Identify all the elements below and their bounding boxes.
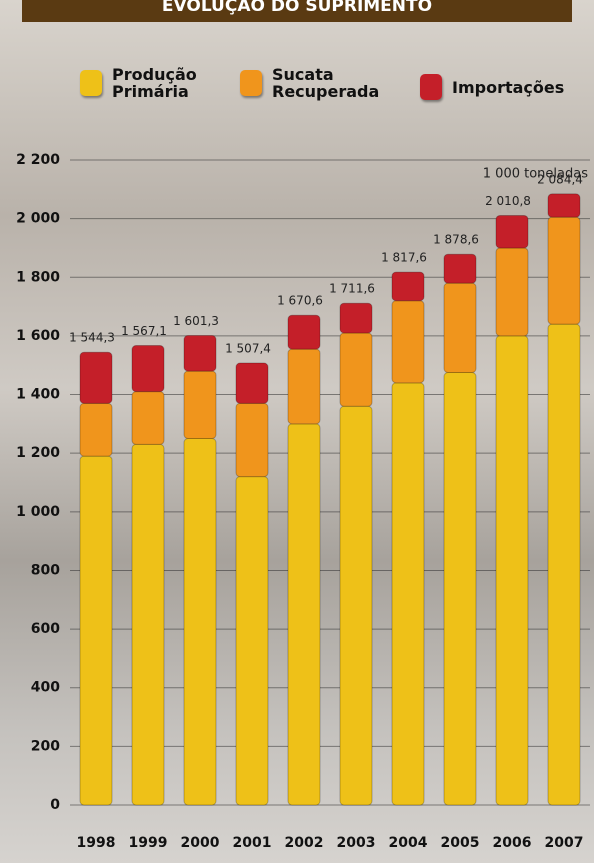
y-tick-label: 2 200	[16, 152, 60, 168]
y-tick-label: 1 200	[16, 445, 60, 461]
x-tick-label: 2001	[233, 835, 272, 851]
bar-segment	[547, 193, 581, 218]
y-tick-label: 0	[50, 797, 60, 813]
unit-label: 1 000 toneladas	[483, 167, 588, 182]
bar-segment	[287, 423, 321, 806]
total-label: 2 084,4	[537, 172, 583, 186]
y-tick-label: 2 000	[16, 211, 60, 227]
x-tick-label: 1999	[129, 835, 168, 851]
bar-segment	[443, 253, 477, 284]
y-tick-label: 1 800	[16, 269, 60, 285]
total-label: 1 601,3	[173, 314, 219, 328]
legend-swatch	[420, 74, 442, 100]
x-tick-label: 2007	[545, 835, 584, 851]
bar-segment	[79, 351, 113, 404]
total-label: 1 817,6	[381, 251, 427, 265]
legend-label: Importações	[452, 77, 565, 97]
x-tick-label: 2002	[285, 835, 324, 851]
total-label: 1 567,1	[121, 324, 167, 338]
bar-segment	[287, 348, 321, 425]
x-tick-label: 1998	[77, 835, 116, 851]
x-tick-label: 2004	[389, 835, 428, 851]
total-label: 1 544,3	[69, 331, 115, 345]
legend-item: Sucata Recuperada	[240, 65, 380, 101]
bar-segment	[339, 405, 373, 806]
total-label: 1 711,6	[329, 282, 375, 296]
bar-segment	[235, 362, 269, 404]
bar-segment	[287, 314, 321, 350]
bar-segment	[183, 370, 217, 440]
bar-segment	[547, 323, 581, 806]
bar-segment	[495, 247, 529, 337]
bar-segment	[443, 282, 477, 374]
bar-segment	[339, 302, 373, 334]
legend-swatch	[80, 70, 102, 96]
legend-label: Sucata Recuperada	[272, 65, 380, 101]
total-label: 1 507,4	[225, 342, 271, 356]
x-tick-label: 2000	[181, 835, 220, 851]
bar-segment	[443, 372, 477, 806]
chart-title: EVOLUÇÃO DO SUPRIMENTO	[162, 0, 432, 16]
legend-label: Produção Primária	[112, 65, 197, 101]
bar-segment	[339, 332, 373, 407]
legend-item: Produção Primária	[80, 66, 202, 100]
legend-item: Importações	[420, 74, 594, 100]
y-tick-label: 800	[31, 562, 60, 578]
x-tick-label: 2005	[441, 835, 480, 851]
total-label: 1 670,6	[277, 294, 323, 308]
total-label: 1 878,6	[433, 233, 479, 247]
bar-segment	[79, 402, 113, 457]
y-tick-label: 1 600	[16, 328, 60, 344]
bar-segment	[235, 476, 269, 806]
y-tick-label: 400	[31, 680, 60, 696]
x-tick-label: 2003	[337, 835, 376, 851]
bar-segment	[547, 216, 581, 325]
total-label: 2 010,8	[485, 194, 531, 208]
bar-segment	[391, 271, 425, 302]
y-tick-label: 1 000	[16, 504, 60, 520]
bar-segment	[495, 335, 529, 806]
bar-segment	[79, 455, 113, 806]
bar-segment	[235, 402, 269, 478]
bar-segment	[183, 335, 217, 372]
y-tick-label: 200	[31, 738, 60, 754]
bar-segment	[495, 214, 529, 249]
bar-segment	[391, 382, 425, 806]
y-tick-label: 1 400	[16, 387, 60, 403]
bar-segment	[391, 300, 425, 384]
title-banner	[22, 0, 572, 22]
bar-segment	[183, 438, 217, 806]
bar-segment	[131, 391, 165, 445]
legend-swatch	[240, 70, 262, 96]
bar-segment	[131, 443, 165, 806]
bar-segment	[131, 345, 165, 393]
x-tick-label: 2006	[493, 835, 532, 851]
y-tick-label: 600	[31, 621, 60, 637]
